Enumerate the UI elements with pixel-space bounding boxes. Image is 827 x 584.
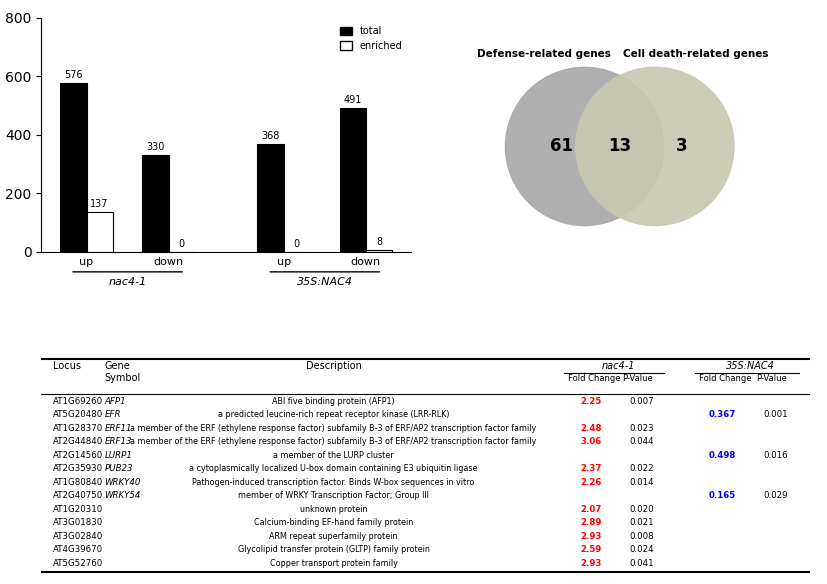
Text: ERF11: ERF11 [104, 424, 132, 433]
Bar [340, 108, 366, 252]
Text: a predicted leucine-rich repeat receptor kinase (LRR-RLK): a predicted leucine-rich repeat receptor… [218, 411, 449, 419]
Text: 491: 491 [343, 95, 362, 105]
Text: 0.367: 0.367 [708, 411, 736, 419]
Text: 35S:NAC4: 35S:NAC4 [726, 361, 775, 371]
Text: 0.021: 0.021 [629, 519, 653, 527]
Text: 0.008: 0.008 [629, 532, 653, 541]
Text: AT3G02840: AT3G02840 [53, 532, 103, 541]
Text: 8: 8 [376, 237, 382, 246]
Text: ARM repeat superfamily protein: ARM repeat superfamily protein [270, 532, 398, 541]
Text: a member of the ERF (ethylene response factor) subfamily B-3 of ERF/AP2 transcri: a member of the ERF (ethylene response f… [131, 424, 537, 433]
Text: 368: 368 [261, 131, 280, 141]
Text: 0.044: 0.044 [629, 437, 653, 446]
Text: 0.022: 0.022 [629, 464, 653, 474]
Legend: total, enriched: total, enriched [337, 22, 406, 55]
Text: 0.016: 0.016 [763, 451, 788, 460]
Text: WRKY40: WRKY40 [104, 478, 141, 487]
Text: AT1G80840: AT1G80840 [53, 478, 103, 487]
Text: 0.001: 0.001 [763, 411, 788, 419]
Text: AT2G44840: AT2G44840 [53, 437, 103, 446]
Text: 61: 61 [550, 137, 572, 155]
Text: AT1G28370: AT1G28370 [53, 424, 103, 433]
Text: 576: 576 [64, 70, 83, 80]
Circle shape [505, 67, 664, 225]
Text: LURP1: LURP1 [104, 451, 132, 460]
Text: Pathogen-induced transcription factor. Binds W-box sequences in vitro: Pathogen-induced transcription factor. B… [193, 478, 475, 487]
Text: 0.029: 0.029 [763, 491, 788, 500]
Text: AT1G69260: AT1G69260 [53, 397, 103, 406]
Text: a member of the ERF (ethylene response factor) subfamily B-3 of ERF/AP2 transcri: a member of the ERF (ethylene response f… [131, 437, 537, 446]
Text: 2.48: 2.48 [581, 424, 602, 433]
Text: 0: 0 [294, 239, 300, 249]
Text: 330: 330 [146, 142, 165, 152]
Text: 0.498: 0.498 [708, 451, 736, 460]
Text: a cytoplasmically localized U-box domain containing E3 ubiquitin ligase: a cytoplasmically localized U-box domain… [189, 464, 478, 474]
Text: a member of the LURP cluster: a member of the LURP cluster [273, 451, 394, 460]
Text: AT5G20480: AT5G20480 [53, 411, 103, 419]
Text: P-Value: P-Value [757, 374, 787, 383]
Text: member of WRKY Transcription Factor; Group III: member of WRKY Transcription Factor; Gro… [238, 491, 429, 500]
Text: 2.59: 2.59 [581, 545, 602, 554]
Text: AT2G14560: AT2G14560 [53, 451, 103, 460]
Text: 0.165: 0.165 [709, 491, 735, 500]
Text: 2.37: 2.37 [581, 464, 602, 474]
Text: P-Value: P-Value [622, 374, 653, 383]
Circle shape [576, 67, 734, 225]
Bar [142, 155, 169, 252]
Text: Fold Change: Fold Change [699, 374, 752, 383]
Text: WRKY54: WRKY54 [104, 491, 141, 500]
Text: nac4-1: nac4-1 [601, 361, 635, 371]
Text: AT3G01830: AT3G01830 [53, 519, 103, 527]
Text: 35S:NAC4: 35S:NAC4 [297, 277, 353, 287]
Text: 3: 3 [676, 137, 687, 155]
Text: AT2G40750: AT2G40750 [53, 491, 103, 500]
Text: 2.89: 2.89 [581, 519, 602, 527]
Text: AT2G35930: AT2G35930 [53, 464, 103, 474]
Text: Fold Change: Fold Change [568, 374, 621, 383]
Text: 2.07: 2.07 [581, 505, 602, 514]
Text: Description: Description [306, 361, 361, 371]
Text: 13: 13 [608, 137, 631, 155]
Text: ERF13: ERF13 [104, 437, 132, 446]
Text: 0.014: 0.014 [629, 478, 653, 487]
Bar [87, 212, 112, 252]
Text: 137: 137 [90, 199, 109, 209]
Text: 2.26: 2.26 [581, 478, 602, 487]
Text: 0: 0 [179, 239, 185, 249]
Text: Gene
Symbol: Gene Symbol [104, 361, 141, 383]
Text: unknown protein: unknown protein [300, 505, 367, 514]
Text: ABI five binding protein (AFP1): ABI five binding protein (AFP1) [272, 397, 395, 406]
Bar [366, 249, 392, 252]
Text: Glycolipid transfer protein (GLTP) family protein: Glycolipid transfer protein (GLTP) famil… [237, 545, 429, 554]
Text: Cell death-related genes: Cell death-related genes [624, 49, 768, 59]
Bar [257, 144, 284, 252]
Text: Copper transport protein family: Copper transport protein family [270, 559, 398, 568]
Text: nac4-1: nac4-1 [108, 277, 146, 287]
Text: 2.93: 2.93 [581, 559, 602, 568]
Text: EFR: EFR [104, 411, 121, 419]
Text: 0.007: 0.007 [629, 397, 653, 406]
Text: 2.25: 2.25 [581, 397, 602, 406]
Text: 0.024: 0.024 [629, 545, 653, 554]
Text: 0.023: 0.023 [629, 424, 653, 433]
Text: 0.041: 0.041 [629, 559, 653, 568]
Text: Defense-related genes: Defense-related genes [476, 49, 610, 59]
Text: 3.06: 3.06 [581, 437, 602, 446]
Text: 0.020: 0.020 [629, 505, 653, 514]
Text: AFP1: AFP1 [104, 397, 126, 406]
Text: AT5G52760: AT5G52760 [53, 559, 103, 568]
Text: AT4G39670: AT4G39670 [53, 545, 103, 554]
Text: Locus: Locus [53, 361, 81, 371]
Text: Calcium-binding EF-hand family protein: Calcium-binding EF-hand family protein [254, 519, 414, 527]
Text: AT1G20310: AT1G20310 [53, 505, 103, 514]
Bar [60, 83, 87, 252]
Text: 2.93: 2.93 [581, 532, 602, 541]
Text: PUB23: PUB23 [104, 464, 133, 474]
